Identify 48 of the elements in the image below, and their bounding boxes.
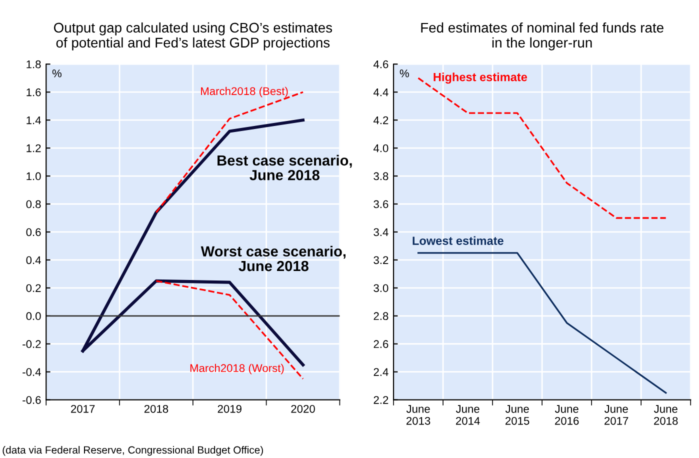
y-tick-label: 3.4 xyxy=(374,228,388,236)
series-label: March2018 (Best) xyxy=(201,86,288,98)
y-axis-title: % xyxy=(52,70,62,78)
y-tick-label: 4.2 xyxy=(373,116,388,124)
y-tick-label: 4.0 xyxy=(373,144,388,152)
y-tick-label: 2.6 xyxy=(374,340,388,348)
x-tick-label: June 2016 xyxy=(554,405,579,425)
y-tick-label: 0.2 xyxy=(26,284,41,292)
series-label: Best case scenario, June 2018 xyxy=(218,154,352,180)
x-tick-label: June 2014 xyxy=(456,405,480,425)
y-tick-label: 1.6 xyxy=(26,88,41,96)
x-tick-label: 2019 xyxy=(218,404,242,413)
y-tick-label: 1.8 xyxy=(26,60,41,68)
y-tick-label: -0.6 xyxy=(22,396,41,404)
chart-title: Fed estimates of nominal fed funds rate in the longer-run xyxy=(421,22,664,50)
y-tick-label: 1.4 xyxy=(26,116,41,124)
y-tick-label: 4.4 xyxy=(373,88,388,96)
x-tick-label: 2018 xyxy=(144,404,168,413)
x-tick-label: June 2018 xyxy=(654,405,678,425)
y-tick-label: 0.6 xyxy=(26,228,41,236)
y-tick-label: 1.2 xyxy=(26,144,41,152)
y-tick-label: 3.8 xyxy=(374,172,388,180)
chart-title: Output gap calculated using CBO’s estimates of potential and Fed’s latest GDP projections xyxy=(54,22,332,50)
y-tick-label: 3.2 xyxy=(374,256,388,264)
x-tick-label: 2017 xyxy=(71,404,95,413)
x-tick-label: June 2013 xyxy=(406,405,430,425)
y-axis-title: % xyxy=(400,70,409,78)
line-series xyxy=(417,252,667,394)
y-tick-label: 1.0 xyxy=(26,172,41,180)
y-tick-label: 2.2 xyxy=(374,396,388,404)
y-tick-label: 2.8 xyxy=(374,312,388,320)
y-tick-label: 4.6 xyxy=(373,60,388,68)
x-tick-label: 2020 xyxy=(291,404,315,413)
x-tick-label: June 2017 xyxy=(604,405,628,425)
y-tick-label: 3.0 xyxy=(374,284,388,292)
series-label: Lowest estimate xyxy=(412,236,504,245)
series-label: March2018 (Worst) xyxy=(190,364,284,374)
y-tick-label: 3.6 xyxy=(374,200,388,208)
series-label: Worst case scenario, June 2018 xyxy=(200,246,346,272)
text: (data via Federal Reserve, Congressional Budget Office) xyxy=(2,446,263,456)
y-tick-label: -0.2 xyxy=(22,340,41,348)
y-tick-label: 0.8 xyxy=(26,200,41,208)
x-tick-label: June 2015 xyxy=(505,405,530,425)
series-label: Highest estimate xyxy=(434,72,528,84)
y-tick-label: 0.4 xyxy=(26,256,41,264)
y-tick-label: 2.4 xyxy=(374,368,388,376)
y-tick-label: 0.0 xyxy=(26,312,41,320)
y-tick-label: -0.4 xyxy=(22,368,41,376)
